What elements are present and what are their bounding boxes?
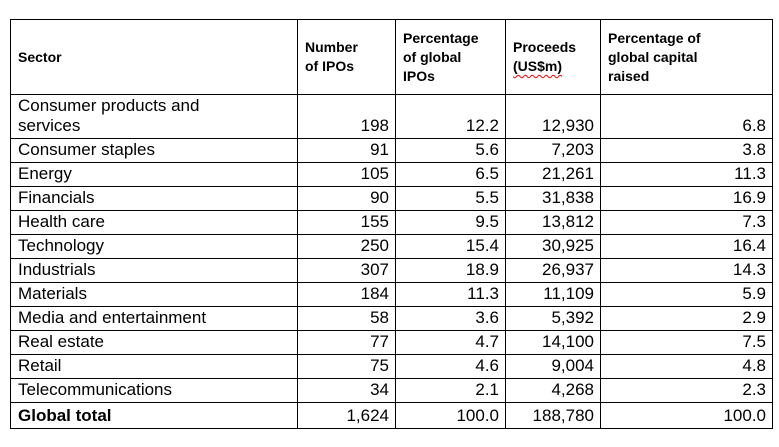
table-row: Retail 75 4.6 9,004 4.8: [10, 354, 773, 379]
pct-capital-cell: 3.8: [600, 138, 773, 163]
table-row: Materials 184 11.3 11,109 5.9: [10, 282, 773, 307]
col-header-proceeds: Proceeds (US$m): [505, 19, 601, 95]
proceeds-unit-label-spellcheck: (US$m): [513, 58, 563, 74]
pct-capital-cell: 16.4: [600, 234, 773, 259]
pct-capital-cell: 7.5: [600, 330, 773, 355]
ipos-count-cell: 307: [297, 258, 396, 283]
pct-global-ipos-cell: 11.3: [395, 282, 506, 307]
ipos-count-cell: 1,624: [297, 402, 396, 429]
ipos-count-cell: 184: [297, 282, 396, 307]
ipos-count-cell: 105: [297, 162, 396, 187]
sector-cell: Media and entertainment: [10, 306, 298, 331]
table-row: Real estate 77 4.7 14,100 7.5: [10, 330, 773, 355]
proceeds-cell: 31,838: [505, 186, 601, 211]
sector-cell: Global total: [10, 402, 298, 429]
pct-global-ipos-cell: 3.6: [395, 306, 506, 331]
sector-cell: Energy: [10, 162, 298, 187]
sector-cell: Materials: [10, 282, 298, 307]
ipos-count-cell: 250: [297, 234, 396, 259]
pct-capital-cell: 5.9: [600, 282, 773, 307]
table-row: Consumer products and services 198 12.2 …: [10, 94, 773, 139]
proceeds-cell: 9,004: [505, 354, 601, 379]
ipo-sector-table-container: Sector Number of IPOs Percentage of glob…: [10, 19, 773, 429]
table-row: Consumer staples 91 5.6 7,203 3.8: [10, 138, 773, 163]
pct-global-ipos-cell: 100.0: [395, 402, 506, 429]
col-header-sector: Sector: [10, 19, 298, 95]
header-row: Sector Number of IPOs Percentage of glob…: [10, 19, 773, 95]
proceeds-cell: 188,780: [505, 402, 601, 429]
proceeds-cell: 12,930: [505, 94, 601, 139]
proceeds-cell: 5,392: [505, 306, 601, 331]
pct-capital-cell: 100.0: [600, 402, 773, 429]
sector-cell: Consumer products and services: [10, 94, 298, 139]
proceeds-cell: 14,100: [505, 330, 601, 355]
sector-cell: Telecommunications: [10, 378, 298, 403]
sector-cell: Health care: [10, 210, 298, 235]
ipos-count-cell: 75: [297, 354, 396, 379]
col-header-pct-global-ipos: Percentage of global IPOs: [395, 19, 506, 95]
pct-global-ipos-cell: 5.6: [395, 138, 506, 163]
table-row: Technology 250 15.4 30,925 16.4: [10, 234, 773, 259]
pct-capital-cell: 16.9: [600, 186, 773, 211]
sector-cell: Retail: [10, 354, 298, 379]
ipos-count-cell: 198: [297, 94, 396, 139]
proceeds-cell: 4,268: [505, 378, 601, 403]
pct-capital-cell: 4.8: [600, 354, 773, 379]
global-total-row: Global total 1,624 100.0 188,780 100.0: [10, 402, 773, 429]
pct-capital-cell: 6.8: [600, 94, 773, 139]
pct-global-ipos-cell: 4.7: [395, 330, 506, 355]
proceeds-label: Proceeds: [513, 39, 577, 55]
sector-cell: Financials: [10, 186, 298, 211]
table-row: Telecommunications 34 2.1 4,268 2.3: [10, 378, 773, 403]
pct-global-ipos-cell: 9.5: [395, 210, 506, 235]
ipos-count-cell: 90: [297, 186, 396, 211]
proceeds-cell: 30,925: [505, 234, 601, 259]
pct-capital-cell: 14.3: [600, 258, 773, 283]
ipos-count-cell: 34: [297, 378, 396, 403]
sector-cell: Consumer staples: [10, 138, 298, 163]
sector-cell: Real estate: [10, 330, 298, 355]
table-row: Financials 90 5.5 31,838 16.9: [10, 186, 773, 211]
pct-global-ipos-cell: 5.5: [395, 186, 506, 211]
sector-cell: Technology: [10, 234, 298, 259]
ipos-count-cell: 155: [297, 210, 396, 235]
sector-cell: Industrials: [10, 258, 298, 283]
pct-global-ipos-cell: 4.6: [395, 354, 506, 379]
pct-global-ipos-cell: 18.9: [395, 258, 506, 283]
ipos-count-cell: 77: [297, 330, 396, 355]
pct-capital-cell: 2.9: [600, 306, 773, 331]
pct-global-ipos-cell: 6.5: [395, 162, 506, 187]
ipo-sector-table: Sector Number of IPOs Percentage of glob…: [10, 19, 773, 429]
table-row: Industrials 307 18.9 26,937 14.3: [10, 258, 773, 283]
proceeds-cell: 7,203: [505, 138, 601, 163]
pct-capital-cell: 11.3: [600, 162, 773, 187]
proceeds-cell: 11,109: [505, 282, 601, 307]
table-row: Media and entertainment 58 3.6 5,392 2.9: [10, 306, 773, 331]
pct-capital-cell: 7.3: [600, 210, 773, 235]
pct-global-ipos-cell: 2.1: [395, 378, 506, 403]
pct-capital-cell: 2.3: [600, 378, 773, 403]
ipos-count-cell: 91: [297, 138, 396, 163]
proceeds-cell: 13,812: [505, 210, 601, 235]
table-row: Energy 105 6.5 21,261 11.3: [10, 162, 773, 187]
pct-global-ipos-cell: 15.4: [395, 234, 506, 259]
ipos-count-cell: 58: [297, 306, 396, 331]
table-row: Health care 155 9.5 13,812 7.3: [10, 210, 773, 235]
proceeds-cell: 21,261: [505, 162, 601, 187]
pct-global-ipos-cell: 12.2: [395, 94, 506, 139]
col-header-pct-global-capital: Percentage of global capital raised: [600, 19, 773, 95]
proceeds-cell: 26,937: [505, 258, 601, 283]
col-header-number-of-ipos: Number of IPOs: [297, 19, 396, 95]
